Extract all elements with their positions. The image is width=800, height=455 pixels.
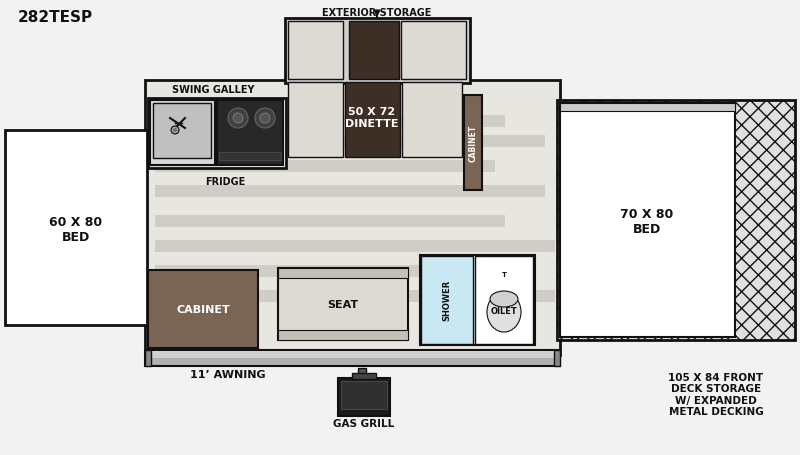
Bar: [338, 378, 390, 416]
Bar: [5, 130, 147, 325]
Text: CABINET: CABINET: [469, 124, 478, 162]
Ellipse shape: [490, 291, 518, 307]
Circle shape: [173, 128, 177, 132]
Bar: [145, 350, 560, 366]
Text: SEAT: SEAT: [327, 300, 358, 310]
Ellipse shape: [487, 292, 521, 332]
Bar: [341, 381, 387, 409]
Bar: [155, 240, 555, 252]
Bar: [421, 256, 473, 344]
Bar: [148, 98, 286, 168]
Bar: [554, 350, 560, 366]
Bar: [155, 290, 555, 302]
Bar: [288, 82, 343, 157]
Bar: [402, 82, 462, 157]
Bar: [420, 255, 535, 345]
Text: 50 X 72
DINETTE: 50 X 72 DINETTE: [346, 107, 398, 129]
Bar: [560, 103, 735, 111]
Bar: [219, 152, 281, 160]
Bar: [560, 103, 735, 337]
Text: FRIDGE: FRIDGE: [205, 177, 245, 187]
Bar: [345, 82, 400, 157]
Text: OILET: OILET: [490, 308, 518, 317]
Bar: [352, 373, 376, 379]
Bar: [475, 256, 533, 344]
Text: SWING GALLEY: SWING GALLEY: [172, 85, 254, 95]
Bar: [155, 160, 495, 172]
Text: EXTERIOR STORAGE: EXTERIOR STORAGE: [322, 8, 432, 18]
Text: 60 X 80
BED: 60 X 80 BED: [50, 216, 102, 244]
Bar: [155, 215, 505, 227]
Bar: [285, 18, 470, 83]
Bar: [155, 115, 505, 127]
Text: 70 X 80
BED: 70 X 80 BED: [620, 208, 674, 236]
Bar: [150, 100, 215, 165]
Bar: [288, 21, 343, 79]
Text: 11’ AWNING: 11’ AWNING: [190, 370, 266, 380]
Bar: [147, 351, 558, 358]
Bar: [148, 270, 258, 348]
Text: 282TESP: 282TESP: [18, 10, 93, 25]
Bar: [349, 21, 399, 79]
Bar: [278, 268, 408, 278]
Bar: [217, 100, 283, 165]
Bar: [557, 100, 795, 340]
Bar: [145, 80, 560, 355]
Bar: [155, 135, 545, 147]
Text: 105 X 84 FRONT
DECK STORAGE
W/ EXPANDED
METAL DECKING: 105 X 84 FRONT DECK STORAGE W/ EXPANDED …: [669, 373, 763, 417]
Circle shape: [260, 113, 270, 123]
Circle shape: [228, 108, 248, 128]
Bar: [278, 330, 408, 340]
Bar: [145, 350, 151, 366]
Bar: [155, 265, 505, 277]
Text: GAS GRILL: GAS GRILL: [334, 419, 394, 429]
Bar: [464, 95, 482, 190]
Circle shape: [171, 126, 179, 134]
Circle shape: [233, 113, 243, 123]
Bar: [155, 185, 545, 197]
Bar: [278, 268, 408, 340]
Text: SHOWER: SHOWER: [442, 279, 451, 321]
Text: CABINET: CABINET: [176, 305, 230, 315]
Text: T: T: [502, 272, 506, 278]
Bar: [401, 21, 466, 79]
Circle shape: [255, 108, 275, 128]
Bar: [358, 368, 366, 382]
Bar: [153, 103, 211, 158]
